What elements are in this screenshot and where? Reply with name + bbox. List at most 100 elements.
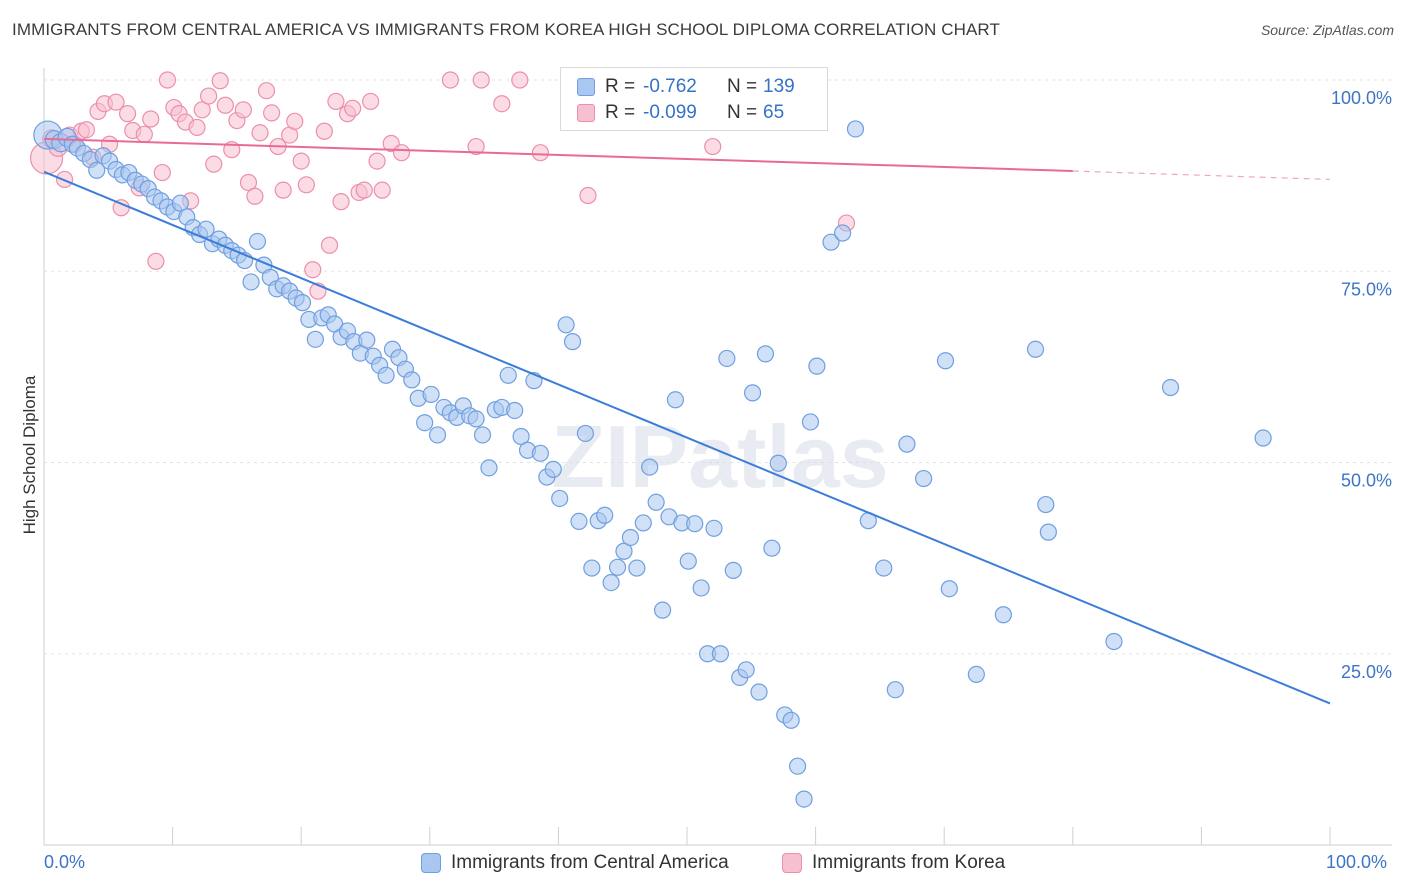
korea-point xyxy=(362,92,380,111)
central-america-point xyxy=(377,366,395,384)
legend-label: Immigrants from Central America xyxy=(451,852,729,873)
central-america-point xyxy=(306,330,324,348)
y-axis-label: High School Diploma xyxy=(20,375,39,535)
korea-point xyxy=(158,71,177,89)
korea-point xyxy=(441,71,459,89)
central-america-point xyxy=(416,414,434,432)
central-america-point xyxy=(242,273,260,291)
central-america-point xyxy=(1105,632,1123,651)
central-america-point xyxy=(1039,523,1057,541)
central-america-point xyxy=(634,514,652,532)
stats-swatch-blue xyxy=(577,78,595,96)
central-america-point xyxy=(846,120,865,138)
axes xyxy=(43,68,1392,846)
central-america-point xyxy=(544,460,562,478)
korea-point xyxy=(355,181,373,199)
korea-point xyxy=(135,125,153,143)
central-america-point xyxy=(940,580,958,598)
korea-point xyxy=(147,252,165,270)
central-america-point xyxy=(801,413,820,431)
central-america-point xyxy=(936,352,955,370)
central-america-point xyxy=(711,645,730,663)
central-america-point xyxy=(583,559,601,577)
central-america-point xyxy=(692,579,710,597)
korea-point xyxy=(373,181,391,199)
korea-point xyxy=(193,101,211,119)
central-america-point xyxy=(576,424,595,443)
central-america-point xyxy=(875,559,893,577)
central-america-point xyxy=(750,683,768,701)
central-america-point xyxy=(686,515,704,533)
korea-point xyxy=(320,236,339,254)
korea-point xyxy=(327,92,345,111)
korea-point xyxy=(263,104,281,122)
x-tick-min: 0.0% xyxy=(44,852,86,872)
central-america-point xyxy=(743,384,762,402)
korea-point xyxy=(77,121,96,139)
central-america-point xyxy=(88,161,106,179)
central-america-point xyxy=(570,512,588,531)
central-america-point xyxy=(763,539,781,557)
grid-lines xyxy=(44,79,1392,655)
central-america-point xyxy=(608,558,627,576)
central-america-point xyxy=(1161,378,1180,397)
korea-point xyxy=(153,163,171,182)
central-america-point xyxy=(1026,340,1045,358)
korea-point xyxy=(216,96,234,114)
korea-point xyxy=(234,101,252,119)
n-value: 139 xyxy=(763,76,795,97)
n-value: 65 xyxy=(763,102,785,123)
korea-trend-extension xyxy=(1072,170,1331,181)
central-america-point xyxy=(628,559,646,577)
central-america-point xyxy=(967,665,985,684)
legend-label: Immigrants from Korea xyxy=(812,852,1006,873)
central-america-point xyxy=(1254,429,1272,447)
r-label: R = xyxy=(605,102,636,123)
central-america-point xyxy=(994,606,1012,624)
central-america-point xyxy=(915,469,933,488)
chart-title: IMMIGRANTS FROM CENTRAL AMERICA VS IMMIG… xyxy=(12,20,1000,39)
legend-item-korea[interactable]: Immigrants from Korea xyxy=(782,852,1005,874)
korea-point xyxy=(332,193,350,211)
central-america-point xyxy=(834,224,852,242)
central-america-point xyxy=(769,454,787,472)
korea-point xyxy=(200,87,218,105)
central-america-point xyxy=(737,661,755,679)
central-america-point xyxy=(705,519,723,537)
legend: Immigrants from Central America Immigran… xyxy=(0,852,1406,878)
korea-trend-line xyxy=(43,137,1073,173)
korea-point xyxy=(472,71,490,89)
korea-point xyxy=(239,173,258,192)
central-america-point xyxy=(788,757,807,775)
legend-swatch-pink xyxy=(782,853,802,873)
stats-box: R = -0.762 N = 139 R = -0.099 N = 65 xyxy=(560,67,828,131)
central-america-point xyxy=(197,220,215,238)
central-america-point xyxy=(808,357,826,375)
central-america-point xyxy=(602,574,620,592)
central-america-point xyxy=(653,601,672,619)
korea-point xyxy=(142,110,160,128)
central-america-point xyxy=(621,528,640,547)
source-label: Source: ZipAtlas.com xyxy=(1260,22,1394,38)
central-america-point xyxy=(647,493,665,511)
central-america-point xyxy=(557,316,575,334)
r-value: -0.099 xyxy=(643,102,697,123)
korea-point xyxy=(511,71,529,89)
r-value: -0.762 xyxy=(643,76,697,97)
central-america-point xyxy=(666,391,685,409)
korea-point xyxy=(292,152,310,170)
central-america-point xyxy=(718,349,736,368)
legend-item-central-america[interactable]: Immigrants from Central America xyxy=(421,852,729,874)
central-america-point xyxy=(679,552,697,570)
korea-point xyxy=(286,112,304,130)
central-america-point xyxy=(596,506,614,524)
central-america-point xyxy=(724,561,742,579)
korea-point xyxy=(467,137,485,156)
korea-point xyxy=(704,137,722,156)
central-america-point xyxy=(551,489,569,508)
y-tick-label: 100.0% xyxy=(1331,88,1392,108)
legend-swatch-blue xyxy=(421,853,441,873)
korea-point xyxy=(205,155,223,173)
korea-point xyxy=(118,105,137,123)
